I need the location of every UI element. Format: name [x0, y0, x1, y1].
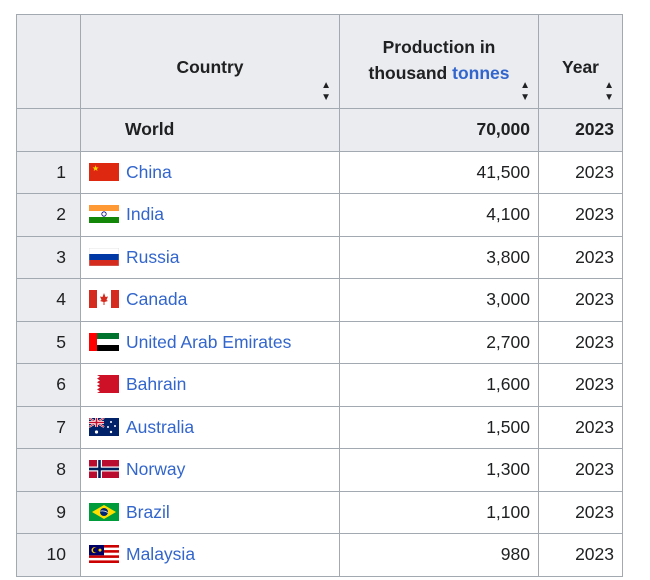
year-header-label: Year — [562, 57, 599, 77]
country-cell: Malaysia — [80, 533, 340, 577]
world-production: 70,000 — [339, 108, 539, 152]
table-row: 6 Bahrain 1,600 2023 — [16, 363, 623, 407]
production-header-line1: Production in — [382, 37, 496, 57]
year-cell: 2023 — [538, 235, 623, 279]
world-label: World — [80, 108, 340, 152]
production-cell: 41,500 — [339, 150, 539, 194]
year-cell: 2023 — [538, 533, 623, 577]
production-cell: 1,500 — [339, 405, 539, 449]
country-link[interactable]: Bahrain — [126, 374, 187, 395]
rank-cell: 5 — [16, 320, 81, 364]
svg-text:★: ★ — [92, 164, 99, 173]
production-cell: 1,100 — [339, 490, 539, 534]
world-year: 2023 — [538, 108, 623, 152]
country-link[interactable]: Norway — [126, 459, 186, 480]
rank-cell: 8 — [16, 448, 81, 492]
table-row: 9 Brazil 1,100 2023 — [16, 490, 623, 534]
production-cell: 3,000 — [339, 278, 539, 322]
year-cell: 2023 — [538, 363, 623, 407]
table-row: 5 United Arab Emirates 2,700 2023 — [16, 320, 623, 364]
country-link[interactable]: Canada — [126, 289, 188, 310]
world-row: World 70,000 2023 — [16, 108, 623, 152]
year-cell: 2023 — [538, 448, 623, 492]
production-cell: 2,700 — [339, 320, 539, 364]
year-cell: 2023 — [538, 405, 623, 449]
country-cell: Bahrain — [80, 363, 340, 407]
rank-cell: 1 — [16, 150, 81, 194]
production-header-line2: thousand tonnes — [348, 62, 530, 84]
country-cell: Australia — [80, 405, 340, 449]
year-cell: 2023 — [538, 490, 623, 534]
rank-cell: 10 — [16, 533, 81, 577]
production-cell: 4,100 — [339, 193, 539, 237]
sort-icon[interactable]: ▲ ▼ — [520, 80, 530, 103]
country-header[interactable]: Country ▲ ▼ — [80, 14, 340, 109]
production-cell: 1,300 — [339, 448, 539, 492]
rank-cell: 9 — [16, 490, 81, 534]
country-link[interactable]: China — [126, 161, 172, 182]
table-row: 2 India 4,100 2023 — [16, 193, 623, 237]
year-cell: 2023 — [538, 150, 623, 194]
table-row: 3 Russia 3,800 2023 — [16, 235, 623, 279]
country-cell: Brazil — [80, 490, 340, 534]
table-row: 8 Norway 1,300 2023 — [16, 448, 623, 492]
bahrain-flag-icon[interactable] — [89, 375, 119, 394]
country-cell: Norway — [80, 448, 340, 492]
country-link[interactable]: Malaysia — [126, 544, 196, 565]
country-link[interactable]: India — [126, 204, 164, 225]
production-header[interactable]: Production in thousand tonnes ▲ ▼ — [339, 14, 539, 109]
country-link[interactable]: Australia — [126, 416, 195, 437]
year-cell: 2023 — [538, 320, 623, 364]
country-link[interactable]: Russia — [126, 246, 180, 267]
rank-header — [16, 14, 81, 109]
rank-cell: 2 — [16, 193, 81, 237]
production-cell: 1,600 — [339, 363, 539, 407]
table-row: 4 Canada 3,000 2023 — [16, 278, 623, 322]
rank-cell: 3 — [16, 235, 81, 279]
canada-flag-icon[interactable] — [89, 290, 119, 309]
rank-cell: 6 — [16, 363, 81, 407]
country-link[interactable]: Brazil — [126, 501, 170, 522]
china-flag-icon[interactable]: ★ — [89, 162, 119, 181]
production-cell: 980 — [339, 533, 539, 577]
country-cell: United Arab Emirates — [80, 320, 340, 364]
table-row: 1 ★ China 41,500 2023 — [16, 150, 623, 194]
year-cell: 2023 — [538, 193, 623, 237]
tonnes-link[interactable]: tonnes — [452, 63, 510, 83]
rank-cell: 4 — [16, 278, 81, 322]
norway-flag-icon[interactable] — [89, 460, 119, 479]
country-header-label: Country — [176, 57, 244, 77]
header-row: Country ▲ ▼ Production in thousand tonnes… — [16, 14, 623, 109]
table-row: 7 Australia 1,500 2023 — [16, 405, 623, 449]
uae-flag-icon[interactable] — [89, 332, 119, 351]
rank-cell: 7 — [16, 405, 81, 449]
sort-icon[interactable]: ▲ ▼ — [604, 80, 614, 103]
country-cell: India — [80, 193, 340, 237]
russia-flag-icon[interactable] — [89, 247, 119, 266]
world-rank-cell — [16, 108, 81, 152]
sort-icon[interactable]: ▲ ▼ — [321, 80, 331, 103]
australia-flag-icon[interactable] — [89, 417, 119, 436]
country-link[interactable]: United Arab Emirates — [126, 331, 292, 352]
malaysia-flag-icon[interactable] — [89, 545, 119, 564]
table-row: 10 Malaysia 980 2023 — [16, 533, 623, 577]
production-table: Country ▲ ▼ Production in thousand tonnes… — [16, 14, 623, 577]
production-cell: 3,800 — [339, 235, 539, 279]
country-cell: ★ China — [80, 150, 340, 194]
country-cell: Russia — [80, 235, 340, 279]
year-header[interactable]: Year ▲ ▼ — [538, 14, 623, 109]
brazil-flag-icon[interactable] — [89, 502, 119, 521]
production-header-unit-prefix: thousand — [368, 63, 448, 83]
year-cell: 2023 — [538, 278, 623, 322]
india-flag-icon[interactable] — [89, 205, 119, 224]
country-cell: Canada — [80, 278, 340, 322]
